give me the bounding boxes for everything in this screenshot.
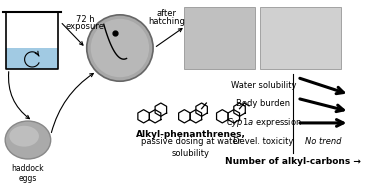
Bar bbox=[184, 7, 256, 69]
Text: Alkyl-phenanthrenes,: Alkyl-phenanthrenes, bbox=[136, 130, 246, 139]
Text: haddock
eggs: haddock eggs bbox=[12, 164, 44, 183]
Polygon shape bbox=[6, 48, 58, 69]
Text: after: after bbox=[156, 9, 176, 18]
Text: 72 h: 72 h bbox=[75, 15, 94, 24]
Circle shape bbox=[91, 19, 149, 77]
Text: Number of alkyl-carbons →: Number of alkyl-carbons → bbox=[225, 157, 361, 166]
Text: Body burden: Body burden bbox=[236, 99, 291, 108]
Text: passive dosing at water
solubility: passive dosing at water solubility bbox=[141, 137, 241, 158]
Text: No trend: No trend bbox=[305, 137, 341, 146]
Bar bbox=[260, 7, 341, 69]
Text: hatching: hatching bbox=[148, 17, 185, 26]
Text: Devel. toxicity: Devel. toxicity bbox=[233, 137, 294, 146]
Text: exposure: exposure bbox=[65, 22, 104, 31]
Ellipse shape bbox=[9, 126, 39, 147]
Text: Water solubility: Water solubility bbox=[231, 81, 296, 90]
Ellipse shape bbox=[5, 121, 51, 159]
Text: $\it{Cyp1a}$ expression: $\it{Cyp1a}$ expression bbox=[226, 116, 302, 129]
Circle shape bbox=[87, 15, 153, 81]
